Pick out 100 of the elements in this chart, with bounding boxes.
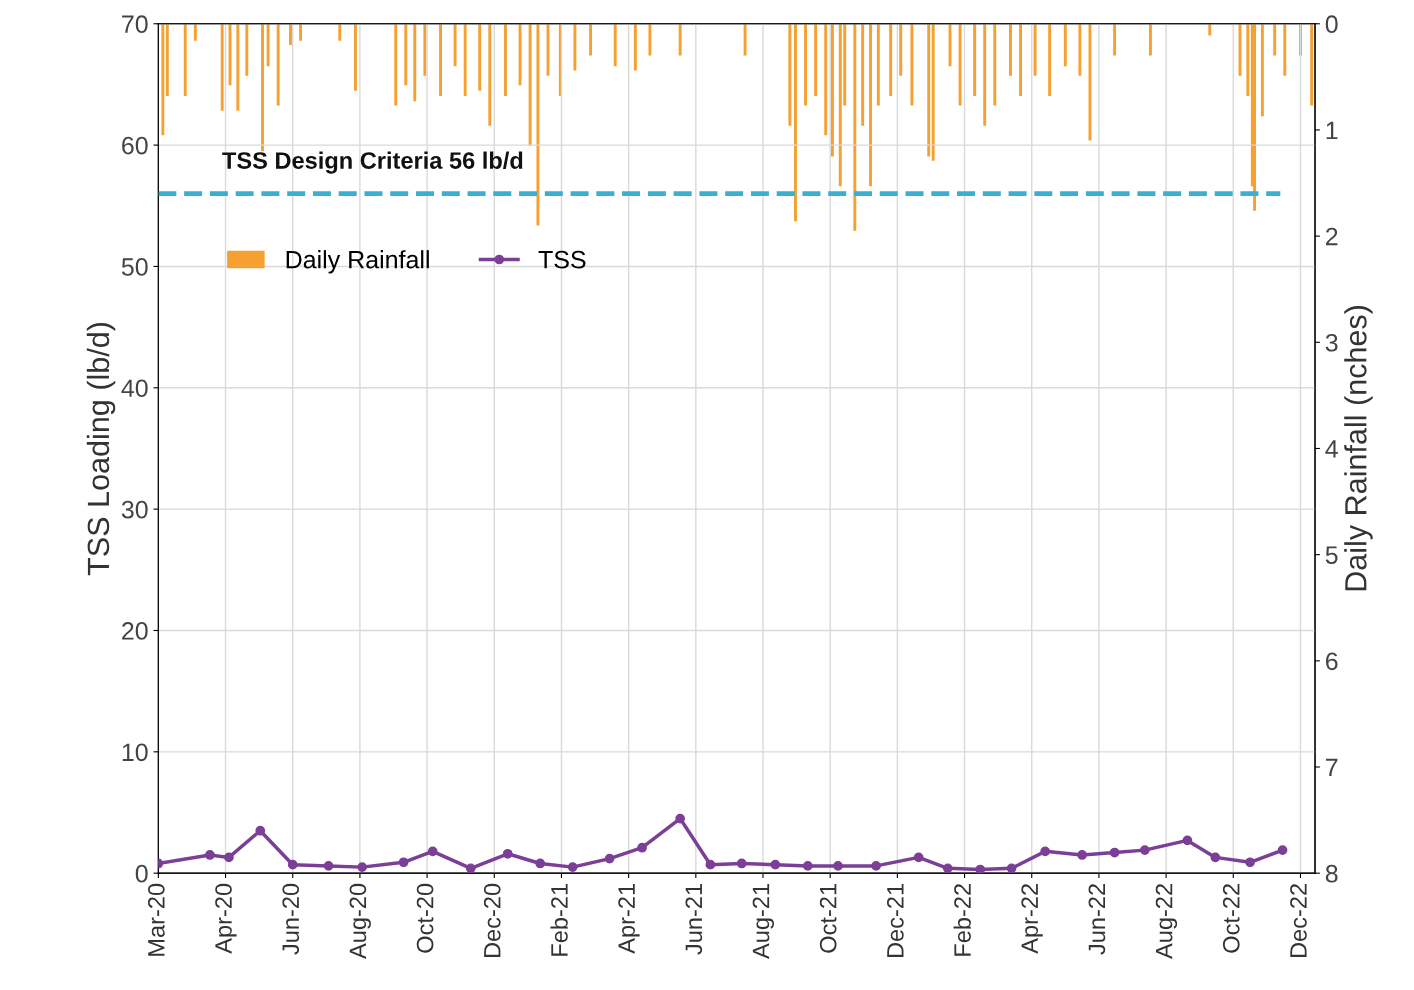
bar bbox=[1260, 23, 1264, 117]
bar bbox=[958, 23, 962, 106]
bar bbox=[453, 23, 457, 67]
bar bbox=[413, 23, 417, 102]
point bbox=[1109, 847, 1120, 858]
y2-tick-label: 3 bbox=[1325, 333, 1338, 352]
x-tick-label: Jun-20 bbox=[282, 883, 300, 955]
point bbox=[323, 861, 334, 871]
x-tick-label: Dec-20 bbox=[483, 883, 501, 958]
x-tick-label: Aug-20 bbox=[349, 883, 371, 959]
bar bbox=[504, 23, 507, 96]
x-tick-label: Feb-21 bbox=[550, 884, 568, 956]
y-tick-label: 40 bbox=[121, 379, 148, 398]
point bbox=[1210, 852, 1221, 863]
y2-tick-label: 6 bbox=[1326, 652, 1338, 671]
y2-axis-title: Daily Rainfall (nches) bbox=[1344, 306, 1373, 591]
bar bbox=[161, 23, 165, 136]
bar bbox=[804, 23, 808, 106]
y-axis-title: TSS Loading (lb/d) bbox=[86, 322, 116, 576]
y2-tick-label: 1 bbox=[1326, 121, 1338, 139]
y2-tick-label: 5 bbox=[1325, 546, 1338, 564]
bar bbox=[861, 23, 865, 126]
bar bbox=[276, 23, 280, 106]
bar bbox=[1148, 23, 1152, 56]
bar bbox=[788, 23, 792, 126]
bar bbox=[338, 23, 342, 41]
point bbox=[224, 852, 234, 863]
bar bbox=[1063, 23, 1067, 67]
bar bbox=[589, 23, 593, 56]
bar bbox=[439, 23, 442, 96]
legend-label: Daily Rainfall bbox=[286, 250, 429, 274]
bar bbox=[899, 23, 903, 76]
x-tick-label: Feb-22 bbox=[953, 884, 971, 956]
y-tick-label: 50 bbox=[121, 258, 148, 276]
bar bbox=[927, 23, 931, 157]
y2-tick-label: 2 bbox=[1326, 227, 1338, 246]
bar bbox=[973, 23, 977, 96]
point bbox=[833, 861, 843, 871]
bar bbox=[1283, 23, 1287, 76]
bar bbox=[1273, 23, 1277, 56]
bar bbox=[165, 23, 169, 96]
point bbox=[287, 859, 298, 870]
point bbox=[637, 842, 647, 853]
point bbox=[1040, 846, 1051, 857]
point bbox=[1182, 835, 1193, 846]
point bbox=[1277, 845, 1288, 855]
bar bbox=[853, 23, 857, 231]
point bbox=[705, 859, 716, 870]
bar bbox=[183, 23, 187, 96]
point bbox=[1245, 857, 1255, 868]
bar bbox=[266, 23, 270, 67]
bar bbox=[824, 23, 828, 136]
point bbox=[502, 848, 513, 859]
bar bbox=[478, 23, 482, 91]
point bbox=[871, 861, 881, 871]
bar bbox=[1033, 23, 1037, 76]
bar bbox=[404, 23, 408, 86]
bar bbox=[678, 23, 682, 56]
y2-tick-label: 4 bbox=[1325, 440, 1338, 458]
bar bbox=[353, 23, 357, 91]
bar bbox=[613, 23, 617, 67]
bar bbox=[394, 23, 398, 106]
x-tick-label: Oct-22 bbox=[1222, 884, 1240, 953]
y-tick-label: 10 bbox=[122, 743, 148, 762]
point bbox=[535, 858, 546, 869]
bar bbox=[261, 23, 264, 152]
y-tick-label: 60 bbox=[122, 136, 148, 155]
point bbox=[975, 864, 986, 874]
bar bbox=[1048, 23, 1052, 96]
bar bbox=[220, 23, 224, 111]
bar bbox=[1208, 23, 1212, 36]
ref-line-label: TSS Design Criteria 56 lb/d bbox=[222, 151, 523, 174]
bar bbox=[794, 23, 797, 222]
bar bbox=[1113, 23, 1117, 56]
x-tick-label: Apr-22 bbox=[1021, 884, 1043, 954]
x-tick-label: Apr-21 bbox=[618, 884, 640, 954]
x-tick-label: Dec-22 bbox=[1290, 884, 1307, 958]
bar bbox=[910, 23, 914, 106]
x-tick-label: Jun-21 bbox=[685, 884, 703, 955]
bar bbox=[633, 23, 637, 71]
bar bbox=[869, 23, 872, 187]
point bbox=[675, 813, 686, 824]
bar bbox=[1310, 23, 1314, 106]
point bbox=[205, 850, 215, 860]
bar bbox=[876, 23, 880, 106]
bar bbox=[743, 23, 747, 56]
point bbox=[1139, 845, 1150, 855]
bar bbox=[838, 23, 842, 187]
y-tick-label: 70 bbox=[122, 15, 148, 34]
bar bbox=[993, 23, 997, 106]
bar bbox=[931, 23, 935, 161]
y-tick-label: 30 bbox=[121, 500, 148, 519]
bar bbox=[1078, 23, 1082, 76]
y2-tick-label: 8 bbox=[1325, 864, 1338, 883]
y-tick-label: 0 bbox=[135, 864, 148, 883]
x-tick-label: Oct-20 bbox=[416, 883, 434, 953]
bar bbox=[814, 23, 818, 96]
x-tick-label: Apr-20 bbox=[215, 883, 237, 954]
bar bbox=[423, 23, 427, 76]
point bbox=[736, 858, 747, 869]
